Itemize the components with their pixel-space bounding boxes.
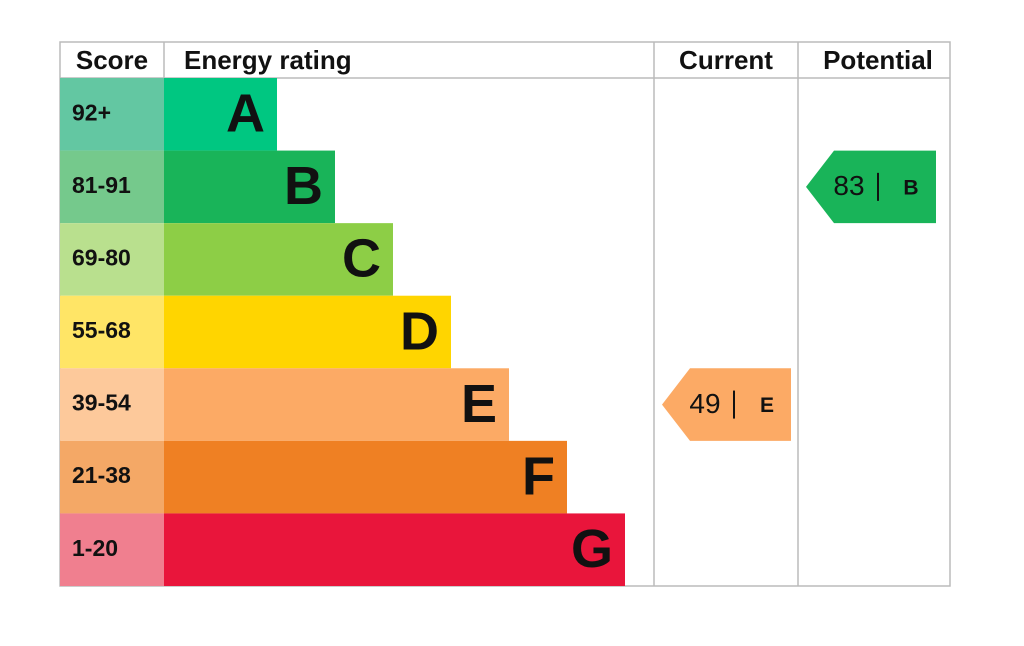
current-arrow [662, 368, 791, 441]
rating-bar [164, 513, 625, 586]
score-range: 55-68 [72, 317, 131, 343]
score-cell [60, 440, 164, 514]
rating-letter: A [226, 84, 265, 144]
score-cell [60, 223, 164, 296]
score-range: 92+ [72, 99, 111, 125]
rating-letter: D [400, 301, 439, 361]
score-cell [60, 150, 164, 224]
header-current: Current [679, 45, 773, 75]
rating-bar [164, 440, 567, 514]
potential-arrow [806, 150, 936, 224]
score-range: 81-91 [72, 172, 131, 198]
rating-bar [164, 295, 451, 369]
score-cell [60, 368, 164, 441]
rating-letter: B [284, 156, 323, 216]
potential-value: 83 [833, 170, 864, 201]
score-cell [60, 513, 164, 586]
rating-bar [164, 223, 393, 296]
score-range: 39-54 [72, 390, 131, 416]
rating-bar [164, 150, 335, 224]
score-cell [60, 78, 164, 151]
score-range: 69-80 [72, 245, 131, 271]
current-value: 49 [689, 388, 720, 419]
rating-letter: F [522, 446, 555, 506]
current-rating: E [760, 394, 774, 417]
rating-bar [164, 78, 277, 151]
rating-letter: C [342, 229, 381, 289]
score-range: 1-20 [72, 535, 118, 561]
potential-rating: B [903, 176, 918, 199]
score-range: 21-38 [72, 462, 131, 488]
rating-letter: E [461, 374, 497, 434]
rating-letter: G [571, 519, 613, 579]
score-cell [60, 295, 164, 369]
header-score: Score [76, 45, 148, 75]
header-potential: Potential [823, 45, 933, 75]
header-energy-rating: Energy rating [184, 45, 352, 75]
rating-bar [164, 368, 509, 441]
